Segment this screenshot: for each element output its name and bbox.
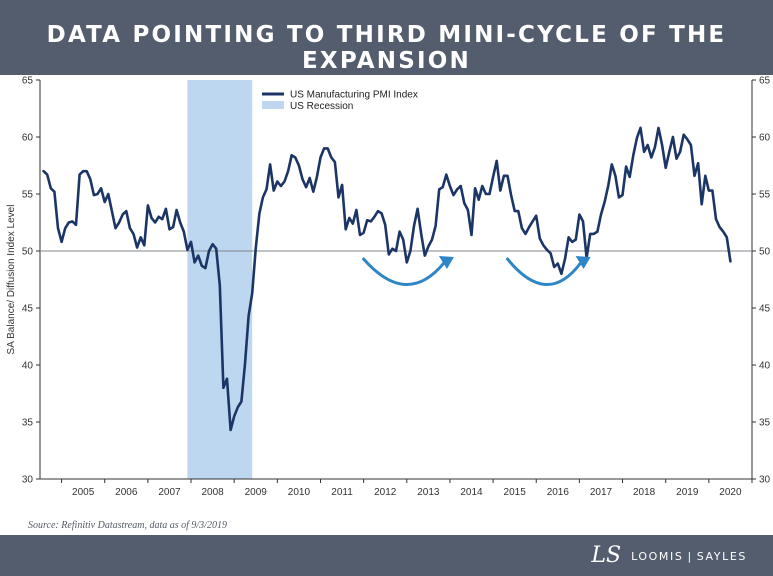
x-tick-label: 2016	[547, 487, 570, 498]
x-tick-label: 2015	[504, 487, 527, 498]
legend-label-recession: US Recession	[290, 101, 353, 112]
x-tick-label: 2017	[590, 487, 613, 498]
x-tick-label: 2018	[633, 487, 656, 498]
y-tick-label-right: 55	[759, 190, 771, 201]
x-tick-label: 2014	[460, 487, 483, 498]
x-tick-label: 2013	[417, 487, 440, 498]
source-note: Source: Refinitiv Datastream, data as of…	[28, 520, 227, 531]
x-tick-label: 2019	[676, 487, 699, 498]
arrow-head-icon	[575, 255, 591, 269]
brand-separator: |	[687, 549, 693, 563]
x-tick-label: 2011	[331, 487, 353, 498]
x-tick-label: 2009	[245, 487, 268, 498]
y-tick-label-right: 60	[759, 133, 771, 144]
y-tick-label-right: 30	[759, 475, 771, 486]
y-tick-label-left: 40	[22, 361, 34, 372]
ls-logo-icon: LS	[591, 543, 622, 568]
y-axis-title: SA Balance/ Diffusion Index Level	[6, 205, 17, 355]
y-tick-label-right: 45	[759, 304, 771, 315]
footer-bar: LS LOOMIS | SAYLES	[0, 535, 773, 576]
x-tick-label: 2008	[201, 487, 224, 498]
curved-arrow-2	[505, 257, 583, 286]
pmi-line-chart: 30 30 35 35 40 40 45 45 50 50 55 55 60 60 65 65 2005 2006…	[6, 76, 771, 499]
x-tick-label: 2007	[158, 487, 181, 498]
y-tick-label-left: 55	[22, 190, 34, 201]
y-tick-label-right: 50	[759, 247, 771, 258]
y-tick-label-left: 65	[22, 76, 34, 87]
annotation-arrows	[362, 255, 591, 286]
brand-left: LOOMIS	[631, 549, 684, 563]
y-tick-label-right: 40	[759, 361, 771, 372]
title-banner: DATA POINTING TO THIRD MINI-CYCLE OF THE…	[0, 0, 773, 75]
y-tick-label-left: 45	[22, 304, 34, 315]
page-title: DATA POINTING TO THIRD MINI-CYCLE OF THE…	[46, 22, 727, 74]
y-tick-label-left: 60	[22, 133, 34, 144]
axes-layer: 30 30 35 35 40 40 45 45 50 50 55 55 60 60 65 65 2005 2006…	[6, 76, 771, 499]
curved-arrow-1	[362, 257, 446, 286]
legend-label-pmi: US Manufacturing PMI Index	[290, 90, 418, 101]
pmi-series-line	[42, 126, 732, 432]
x-tick-label: 2006	[115, 487, 138, 498]
x-tick-label: 2012	[374, 487, 397, 498]
x-tick-label: 2020	[719, 487, 742, 498]
arrow-head-icon	[438, 255, 454, 269]
y-tick-label-left: 35	[22, 418, 34, 429]
y-tick-label-right: 35	[759, 418, 771, 429]
brand-logo: LS LOOMIS | SAYLES	[591, 545, 747, 567]
brand-right: SAYLES	[696, 549, 747, 563]
legend-swatch-recession	[262, 101, 284, 109]
y-tick-label-left: 50	[22, 247, 34, 258]
x-tick-label: 2010	[288, 487, 311, 498]
x-tick-label: 2005	[72, 487, 95, 498]
y-tick-label-left: 30	[22, 475, 34, 486]
brand-name: LOOMIS | SAYLES	[631, 550, 747, 563]
y-tick-label-right: 65	[759, 76, 771, 87]
series-layer	[42, 126, 732, 432]
